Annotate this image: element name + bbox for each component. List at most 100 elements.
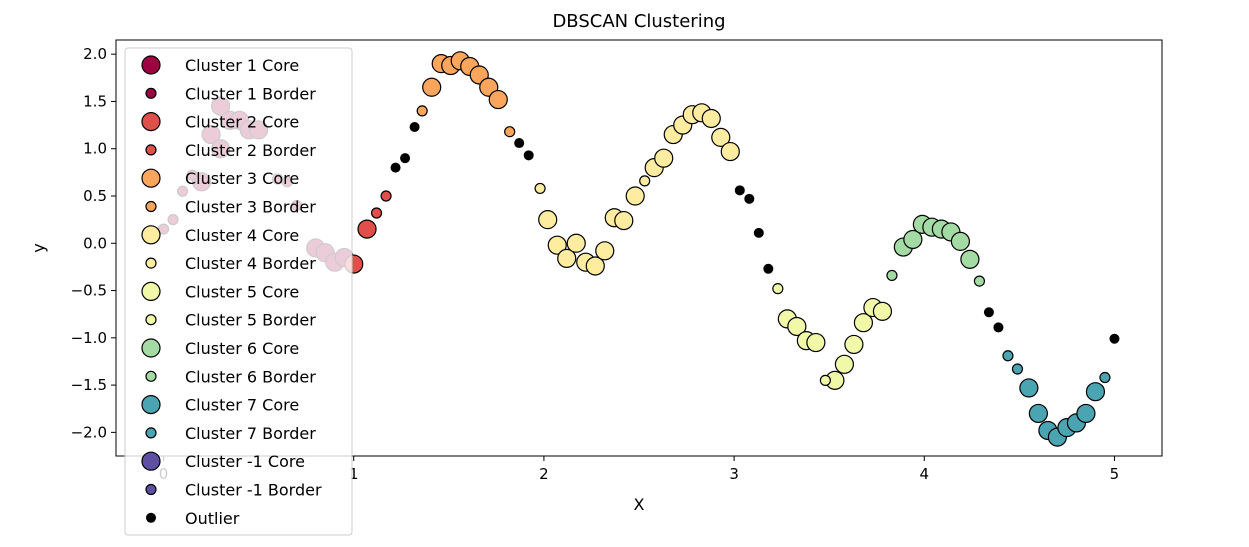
legend-marker xyxy=(146,512,156,523)
data-point xyxy=(872,301,893,321)
legend-label: Outlier xyxy=(185,509,240,528)
series-cluster-3-core xyxy=(422,51,508,110)
data-point xyxy=(625,186,645,206)
data-point xyxy=(903,229,923,250)
legend-marker xyxy=(145,200,157,213)
x-tick-label: 3 xyxy=(729,465,739,483)
data-point xyxy=(711,127,731,147)
legend-marker xyxy=(145,427,157,439)
data-point xyxy=(1028,403,1048,424)
legend-item: Cluster 3 Core xyxy=(141,168,299,188)
data-point xyxy=(614,210,634,231)
series-cluster-6-border xyxy=(886,269,986,287)
data-point xyxy=(763,263,774,274)
data-point xyxy=(853,313,874,333)
data-point xyxy=(772,283,784,295)
legend-label: Cluster -1 Border xyxy=(185,481,322,500)
data-point xyxy=(380,190,392,202)
data-point xyxy=(1109,333,1120,344)
data-point xyxy=(720,141,740,162)
data-point xyxy=(595,241,615,261)
legend-marker xyxy=(141,55,161,75)
y-axis-label: y xyxy=(29,243,48,252)
legend-label: Cluster 7 Core xyxy=(185,396,299,415)
legend-item: Cluster 7 Border xyxy=(145,424,316,443)
legend-item: Cluster 7 Core xyxy=(141,395,299,415)
data-point xyxy=(585,256,605,276)
data-point xyxy=(844,334,864,355)
series-cluster-7-core xyxy=(1019,378,1106,447)
y-tick-label: 2.0 xyxy=(83,45,107,63)
data-point xyxy=(538,210,558,230)
data-point xyxy=(1099,371,1111,384)
data-point xyxy=(654,148,674,168)
legend-marker xyxy=(141,451,161,471)
legend-label: Cluster 6 Core xyxy=(185,339,299,358)
series-cluster-4-core xyxy=(538,103,740,276)
legend-marker xyxy=(141,338,161,358)
legend-label: Cluster 1 Core xyxy=(185,56,299,75)
legend-label: Cluster 4 Border xyxy=(185,254,316,273)
data-point xyxy=(1002,350,1014,362)
x-tick-label: 1 xyxy=(349,465,359,483)
x-tick-label: 5 xyxy=(1110,465,1120,483)
legend-item: Cluster 3 Border xyxy=(145,198,316,217)
legend-item: Cluster 5 Core xyxy=(141,281,299,301)
data-point xyxy=(787,316,807,337)
data-point xyxy=(557,248,577,268)
y-tick-label: −0.5 xyxy=(71,282,107,300)
legend-label: Cluster 3 Core xyxy=(185,169,299,188)
legend-marker xyxy=(145,257,157,269)
data-point xyxy=(409,121,420,132)
legend-marker xyxy=(141,168,161,188)
data-point xyxy=(806,332,826,353)
y-tick-label: 1.5 xyxy=(83,92,107,110)
data-point xyxy=(400,153,411,164)
series-cluster-4-border xyxy=(534,175,651,195)
data-point xyxy=(1076,403,1096,424)
y-tick-label: −1.5 xyxy=(71,376,107,394)
legend-item: Cluster 5 Border xyxy=(145,311,316,330)
data-point xyxy=(488,89,508,110)
x-axis-label: X xyxy=(634,495,645,514)
y-tick-label: 0.0 xyxy=(83,234,107,252)
x-tick-label: 4 xyxy=(919,465,929,483)
legend-marker xyxy=(145,314,157,326)
series-outlier xyxy=(390,121,1120,344)
data-point xyxy=(950,231,971,251)
legend-item: Cluster -1 Border xyxy=(145,481,322,500)
legend-label: Cluster 3 Border xyxy=(185,198,316,217)
legend-items: Cluster 1 Core Cluster 1 Border Cluster 2 … xyxy=(141,55,322,528)
data-point xyxy=(993,322,1004,333)
legend-item: Cluster 4 Border xyxy=(145,254,316,273)
y-axis: 2.0 1.5 1.0 0.5 0.0 −0.5 −1.0 −1.5 −2.0 xyxy=(71,45,116,441)
legend-marker xyxy=(145,370,157,382)
y-tick-label: −2.0 xyxy=(71,423,107,441)
data-point xyxy=(834,354,854,374)
y-tick-label: 0.5 xyxy=(83,187,107,205)
data-point xyxy=(504,126,516,138)
legend-item: Cluster 4 Core xyxy=(141,225,299,245)
series-cluster-2-border xyxy=(370,190,392,219)
legend-marker xyxy=(145,87,157,99)
data-point xyxy=(566,233,586,253)
legend-item: Cluster 2 Core xyxy=(141,111,299,132)
legend-label: Cluster 7 Border xyxy=(185,424,316,443)
chart-title: DBSCAN Clustering xyxy=(552,11,725,32)
series-cluster-6-core xyxy=(893,214,980,269)
legend-marker xyxy=(141,395,161,415)
legend-marker xyxy=(141,111,161,132)
legend-marker xyxy=(145,483,157,496)
legend-item: Cluster -1 Core xyxy=(141,451,305,471)
data-point xyxy=(390,162,401,173)
legend-label: Cluster 2 Border xyxy=(185,141,316,160)
data-point xyxy=(514,138,525,149)
data-point xyxy=(523,150,534,161)
data-point xyxy=(701,108,721,129)
data-point xyxy=(973,275,986,287)
series-cluster-5-core xyxy=(777,297,893,390)
legend-label: Cluster 2 Core xyxy=(185,113,299,132)
data-point xyxy=(1019,378,1039,398)
legend: Cluster 1 Core Cluster 1 Border Cluster 2 … xyxy=(124,47,353,536)
data-point xyxy=(1085,382,1106,402)
